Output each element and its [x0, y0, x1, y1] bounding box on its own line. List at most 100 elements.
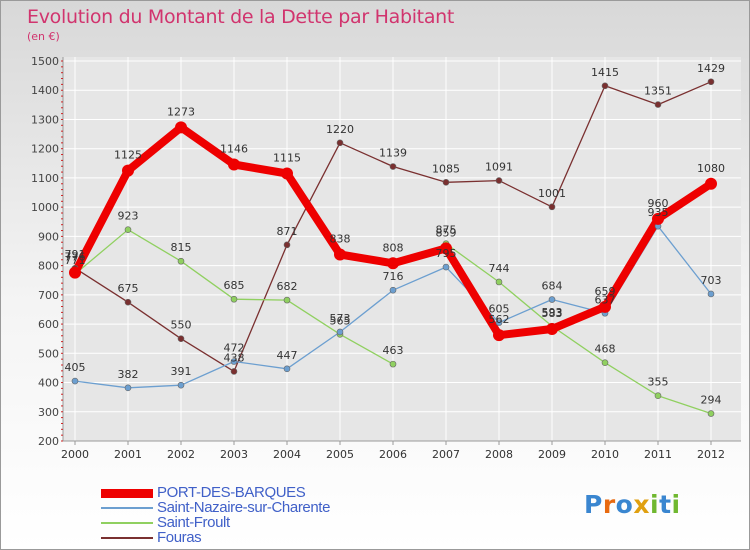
data-point-saint-froult	[283, 296, 291, 304]
data-label-fouras: 1139	[379, 147, 407, 160]
data-label-saint-nazaire-sur-charente: 703	[701, 274, 722, 287]
data-point-saint-nazaire-sur-charente	[71, 377, 79, 385]
x-tick-label: 2011	[644, 448, 672, 461]
data-point-port-des-barques	[652, 212, 664, 225]
data-point-saint-froult	[601, 359, 609, 366]
legend-label: Saint-Nazaire-sur-Charente	[157, 499, 331, 516]
logo-letter: P	[584, 490, 603, 519]
data-label-saint-nazaire-sur-charente: 684	[542, 280, 563, 293]
data-label-fouras: 1351	[644, 85, 672, 98]
data-label-saint-nazaire-sur-charente: 382	[118, 368, 139, 381]
data-point-port-des-barques	[705, 177, 717, 190]
data-point-saint-nazaire-sur-charente	[230, 358, 238, 365]
data-label-fouras: 1091	[485, 161, 513, 174]
x-tick-label: 2009	[538, 448, 566, 461]
data-point-saint-nazaire-sur-charente	[177, 381, 185, 389]
data-label-fouras: 871	[277, 225, 298, 238]
x-tick-label: 2010	[591, 448, 619, 461]
data-label-port-des-barques: 960	[648, 197, 669, 210]
data-point-fouras	[495, 177, 503, 184]
logo-letter: i	[650, 490, 660, 519]
data-label-saint-froult: 744	[489, 262, 510, 275]
data-label-saint-nazaire-sur-charente: 391	[171, 365, 192, 378]
data-label-saint-froult: 815	[171, 241, 192, 254]
data-point-saint-froult	[389, 360, 397, 368]
y-tick-label: 1500	[31, 55, 59, 68]
data-label-saint-froult: 355	[648, 376, 669, 389]
data-label-fouras: 1220	[326, 123, 354, 136]
logo-letter: t	[659, 490, 672, 519]
y-tick-label: 1200	[31, 143, 59, 156]
data-label-port-des-barques: 1125	[114, 149, 142, 162]
logo-letter: x	[633, 490, 650, 519]
data-label-fouras: 550	[171, 319, 192, 332]
data-point-fouras	[601, 82, 609, 90]
data-point-fouras	[389, 163, 397, 170]
x-tick-label: 2004	[273, 448, 301, 461]
x-tick-label: 2002	[167, 448, 195, 461]
legend-label: Saint-Froult	[157, 514, 230, 531]
data-point-port-des-barques	[281, 167, 293, 180]
y-tick-label: 400	[38, 377, 59, 390]
data-label-fouras: 438	[224, 351, 245, 364]
x-tick-label: 2005	[326, 448, 354, 461]
y-tick-label: 600	[38, 318, 59, 331]
data-label-saint-froult: 463	[383, 344, 404, 357]
legend-swatch	[101, 507, 153, 509]
data-point-port-des-barques	[175, 121, 187, 134]
data-point-port-des-barques	[387, 257, 399, 270]
data-label-saint-nazaire-sur-charente: 405	[65, 361, 86, 374]
data-point-saint-froult	[707, 410, 715, 417]
data-point-port-des-barques	[493, 329, 505, 342]
x-tick-label: 2000	[61, 448, 89, 461]
x-tick-label: 2006	[379, 448, 407, 461]
data-label-saint-nazaire-sur-charente: 472	[224, 341, 245, 354]
data-point-fouras	[336, 139, 344, 147]
data-label-port-des-barques: 562	[489, 313, 510, 326]
data-label-saint-froult: 565	[330, 314, 351, 327]
data-point-port-des-barques	[334, 248, 346, 261]
data-label-fouras: 791	[65, 248, 86, 261]
legend-label: Fouras	[157, 529, 202, 546]
data-label-saint-froult: 593	[542, 306, 563, 319]
y-tick-label: 1400	[31, 84, 59, 97]
data-label-saint-nazaire-sur-charente: 935	[648, 206, 669, 219]
logo-letter: o	[615, 490, 634, 519]
data-label-saint-froult: 294	[701, 394, 722, 407]
data-point-saint-nazaire-sur-charente	[442, 263, 450, 271]
y-tick-label: 1300	[31, 113, 59, 126]
legend-swatch	[101, 522, 153, 524]
data-label-fouras: 1429	[697, 62, 725, 75]
legend-swatch	[101, 488, 153, 498]
data-label-saint-nazaire-sur-charente: 637	[595, 293, 616, 306]
data-label-saint-nazaire-sur-charente: 795	[436, 247, 457, 260]
data-point-saint-nazaire-sur-charente	[707, 290, 715, 298]
x-tick-label: 2012	[697, 448, 725, 461]
data-point-fouras	[124, 298, 132, 306]
data-label-port-des-barques: 1146	[220, 142, 248, 155]
legend-swatch	[101, 537, 153, 539]
data-point-saint-nazaire-sur-charente	[389, 286, 397, 294]
data-label-fouras: 675	[118, 282, 139, 295]
y-tick-label: 1100	[31, 172, 59, 185]
data-point-saint-nazaire-sur-charente	[336, 328, 344, 336]
data-point-saint-nazaire-sur-charente	[495, 319, 503, 326]
data-label-port-des-barques: 776	[65, 251, 86, 264]
data-label-saint-froult: 771	[65, 254, 86, 267]
data-label-saint-froult: 875	[436, 224, 457, 237]
x-tick-label: 2007	[432, 448, 460, 461]
y-tick-label: 800	[38, 260, 59, 273]
x-tick-label: 2008	[485, 448, 513, 461]
data-point-saint-nazaire-sur-charente	[283, 365, 291, 373]
chart-title: Evolution du Montant de la Dette par Hab…	[27, 6, 455, 28]
y-tick-label: 200	[38, 435, 59, 448]
data-label-fouras: 1415	[591, 66, 619, 79]
data-label-port-des-barques: 1115	[273, 152, 301, 165]
y-tick-label: 300	[38, 406, 59, 419]
data-point-saint-froult	[124, 226, 132, 233]
data-point-fouras	[283, 241, 291, 249]
data-point-saint-froult	[495, 278, 503, 286]
legend-label: PORT-DES-BARQUES	[157, 484, 306, 501]
data-point-saint-nazaire-sur-charente	[548, 296, 556, 303]
